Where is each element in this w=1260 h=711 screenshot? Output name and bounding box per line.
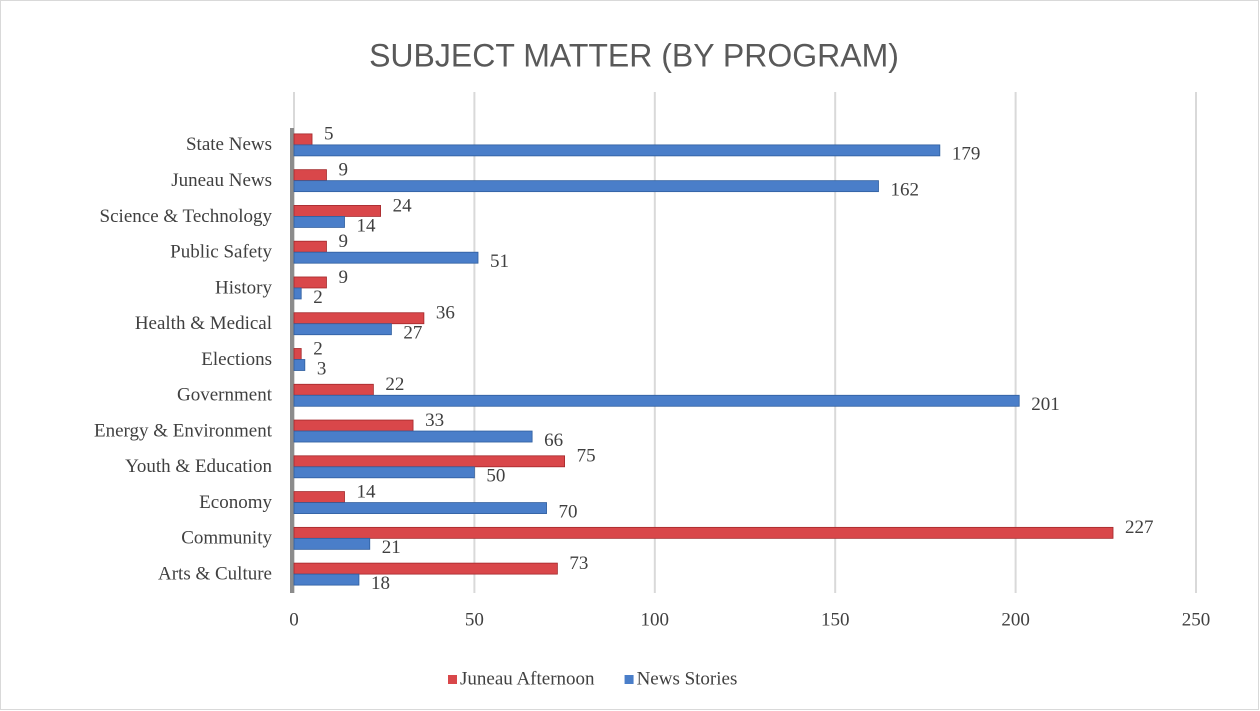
bar (293, 383, 374, 396)
data-label: 9 (338, 160, 348, 181)
data-label: 50 (486, 466, 505, 487)
x-tick-label: 250 (1182, 609, 1211, 630)
bar (293, 573, 360, 586)
legend-swatch (448, 675, 457, 684)
data-label: 75 (577, 446, 596, 467)
x-tick-label: 150 (821, 609, 850, 630)
data-label: 9 (338, 231, 348, 252)
data-label: 66 (544, 430, 563, 451)
data-label: 201 (1031, 394, 1060, 415)
y-tick-label: Public Safety (170, 242, 272, 263)
data-label: 5 (324, 124, 334, 145)
bar (293, 276, 327, 289)
data-label: 51 (490, 251, 509, 272)
bar (293, 502, 547, 514)
data-label: 14 (357, 481, 377, 502)
chart-title: SUBJECT MATTER (BY PROGRAM) (369, 37, 899, 73)
y-tick-label: Community (181, 528, 272, 549)
data-label: 2 (313, 287, 323, 308)
data-label: 22 (385, 374, 404, 395)
y-tick-label: State News (186, 134, 272, 155)
y-tick-label: Energy & Environment (94, 420, 273, 441)
bar (293, 394, 1020, 407)
bar (293, 562, 558, 575)
data-label: 9 (338, 267, 348, 288)
data-label: 2 (313, 338, 323, 359)
bar (293, 537, 371, 550)
bar (293, 216, 345, 228)
data-label: 179 (952, 144, 981, 165)
y-tick-label: Juneau News (171, 170, 272, 191)
y-tick-label: Science & Technology (100, 206, 273, 227)
y-tick-label: Health & Medical (135, 313, 272, 334)
data-label: 18 (371, 573, 390, 594)
bar (293, 133, 313, 146)
bar (293, 491, 345, 503)
bar (293, 251, 479, 264)
data-label: 14 (357, 215, 377, 236)
data-label: 162 (890, 180, 919, 201)
data-label: 36 (436, 303, 455, 324)
data-label: 27 (403, 323, 422, 344)
legend-label: Juneau Afternoon (460, 668, 595, 689)
y-tick-label: Arts & Culture (158, 563, 272, 584)
y-tick-label: History (215, 277, 273, 298)
legend-swatch (624, 675, 634, 684)
y-tick-label: Elections (201, 349, 272, 370)
bar (293, 287, 302, 300)
data-label: 24 (393, 195, 413, 216)
bar (293, 419, 414, 432)
y-tick-label: Government (177, 385, 273, 406)
bar (293, 180, 879, 193)
data-label: 21 (382, 537, 401, 558)
bar (293, 430, 533, 443)
y-tick-label: Youth & Education (125, 456, 272, 477)
data-label: 3 (317, 358, 327, 379)
bar (293, 240, 327, 253)
bar (293, 466, 475, 479)
bar (293, 323, 392, 336)
x-tick-label: 0 (289, 609, 299, 630)
legend-label: News Stories (637, 668, 738, 689)
bar (293, 359, 306, 371)
data-label: 73 (569, 553, 588, 574)
x-tick-label: 100 (641, 609, 670, 630)
bar (293, 526, 1114, 539)
data-label: 227 (1125, 517, 1154, 538)
data-label: 70 (559, 501, 578, 522)
bar (293, 348, 302, 360)
x-tick-label: 200 (1001, 609, 1030, 630)
data-label: 33 (425, 410, 444, 431)
bar (293, 144, 941, 157)
y-tick-label: Economy (199, 492, 272, 513)
bar (293, 455, 566, 468)
x-tick-label: 50 (465, 609, 484, 630)
axis-wall (290, 128, 294, 593)
bar (293, 169, 327, 182)
